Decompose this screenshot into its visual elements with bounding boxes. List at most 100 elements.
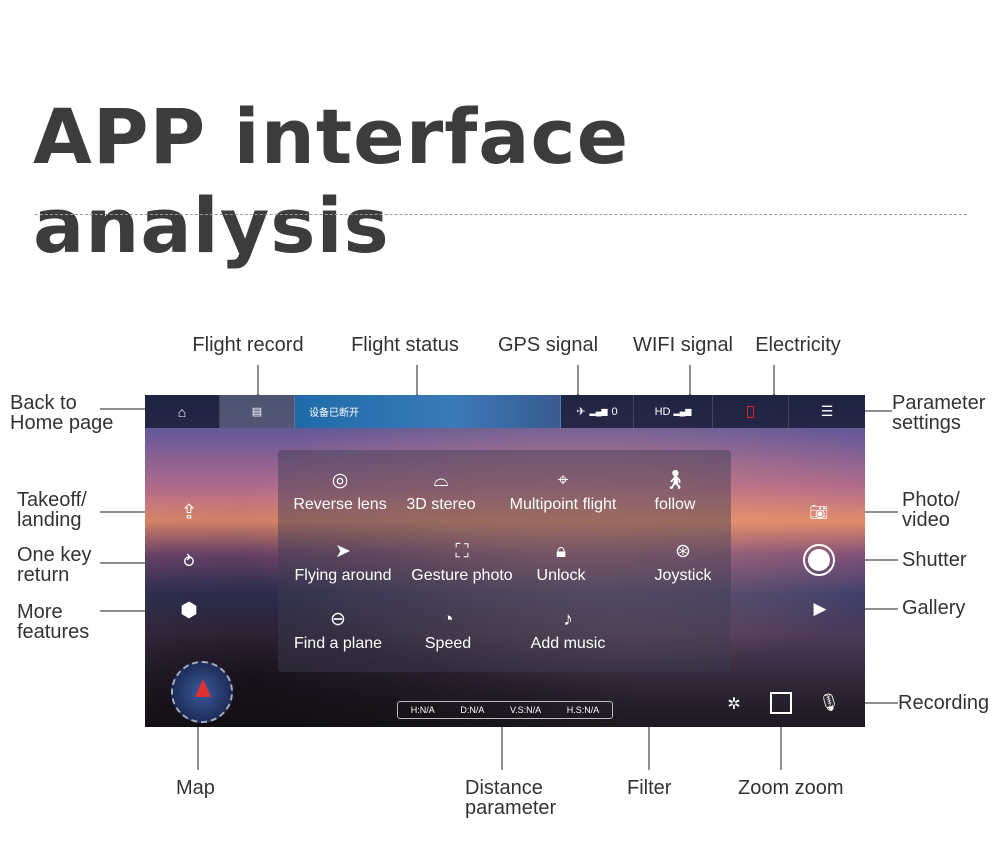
menu-label: Find a plane <box>293 635 383 652</box>
microphone-icon: 🎙︎ <box>818 693 840 712</box>
vertical-speed-value: V.S:N/A <box>509 705 542 715</box>
menu-label: Speed <box>424 635 472 652</box>
label-flight-record: Flight record <box>192 334 304 356</box>
orbit-icon: ➤ <box>335 541 351 562</box>
distance-parameters: H:N/A D:N/A V.S:N/A H.S:N/A <box>397 701 613 719</box>
top-bar: ⌂ ▤ 设备已断开 ✈ ▂▄▆ 0 HD ▂▄▆ ☰ <box>145 395 865 428</box>
label-more-2: features <box>17 621 90 643</box>
gps-count: 0 <box>611 405 618 418</box>
background-photo <box>145 395 865 727</box>
label-filter: Filter <box>627 777 672 799</box>
menu-item-reverse-lens[interactable]: ◎ Reverse lens <box>293 470 386 514</box>
menu-item-3d-stereo[interactable]: ⌓ 3D stereo <box>406 470 475 514</box>
label-more-1: More <box>17 601 63 623</box>
height-value: H:N/A <box>410 705 435 715</box>
label-zoom: Zoom zoom <box>738 777 844 799</box>
menu-item-unlock[interactable]: 🔒︎ Unlock <box>537 541 586 585</box>
photo-video-toggle[interactable]: 📷︎ <box>809 503 828 521</box>
shutter-button[interactable] <box>803 544 835 576</box>
speedometer-icon: ◔ <box>442 609 454 630</box>
menu-item-gesture-photo[interactable]: ⛶ Gesture photo <box>411 541 512 585</box>
battery-icon <box>747 405 754 418</box>
app-screen: ⌂ ▤ 设备已断开 ✈ ▂▄▆ 0 HD ▂▄▆ ☰ ⇪ ⥁ ⬢ ◎ Reverse l… <box>145 395 865 727</box>
label-back-home-2: Home page <box>10 412 114 434</box>
menu-item-multipoint-flight[interactable]: ⌖ Multipoint flight <box>510 470 617 514</box>
menu-label: Multipoint flight <box>509 496 617 513</box>
label-gallery: Gallery <box>902 597 966 619</box>
camera-switch-icon: 📷︎ <box>809 504 829 521</box>
menu-label: Gesture photo <box>411 567 513 584</box>
menu-item-add-music[interactable]: ♪ Add music <box>531 609 606 653</box>
menu-item-find-a-plane[interactable]: ⊖ Find a plane <box>294 609 382 653</box>
joystick-icon: ⊛ <box>675 541 691 562</box>
label-map: Map <box>176 777 215 799</box>
zoom-button[interactable] <box>770 692 792 714</box>
label-wifi-signal: WIFI signal <box>632 334 734 356</box>
flight-record-button[interactable]: ▤ <box>220 395 295 428</box>
divider <box>35 214 967 215</box>
menu-item-speed[interactable]: ◔ Speed <box>425 609 471 653</box>
label-recording: Recording <box>898 692 990 714</box>
list-icon: ☰ <box>820 403 834 419</box>
return-icon: ⥁ <box>183 554 195 571</box>
music-note-icon: ♪ <box>563 609 573 630</box>
filter-button[interactable]: ✲ <box>727 694 740 714</box>
lock-icon: 🔒︎ <box>555 541 567 562</box>
label-photo-1: Photo/ <box>902 489 960 511</box>
waypoint-icon: ⌖ <box>557 470 569 491</box>
label-return-2: return <box>17 564 70 586</box>
label-flight-status: Flight status <box>351 334 459 356</box>
page-title: APP interface analysis <box>33 92 630 270</box>
aircraft-arrow-icon <box>195 679 211 697</box>
status-text: 设备已断开 <box>309 408 359 419</box>
home-icon: ⌂ <box>177 403 187 420</box>
upload-icon: ⇪ <box>180 501 198 524</box>
menu-label: Joystick <box>654 567 712 584</box>
takeoff-landing-button[interactable]: ⇪ <box>181 500 198 525</box>
label-electricity: Electricity <box>755 334 841 356</box>
label-back-home-1: Back to <box>10 392 77 414</box>
record-list-icon: ▤ <box>251 406 263 418</box>
menu-item-joystick[interactable]: ⊛ Joystick <box>655 541 712 585</box>
menu-item-flying-around[interactable]: ➤ Flying around <box>295 541 392 585</box>
vr-glasses-icon: ⌓ <box>433 470 449 491</box>
map-compass[interactable] <box>171 661 233 723</box>
label-takeoff-2: landing <box>17 509 82 531</box>
menu-label: 3D stereo <box>406 496 476 513</box>
flight-status: 设备已断开 <box>295 395 561 428</box>
label-param-1: Parameter <box>892 392 986 414</box>
gps-signal: ✈ ▂▄▆ 0 <box>561 395 634 428</box>
features-menu: ◎ Reverse lens ⌓ 3D stereo ⌖ Multipoint fli… <box>278 450 731 672</box>
label-param-2: settings <box>892 412 961 434</box>
menu-label: Reverse lens <box>293 496 387 513</box>
distance-value: D:N/A <box>460 705 485 715</box>
magic-wand-icon: ✲ <box>727 696 741 713</box>
more-features-button[interactable]: ⬢ <box>180 598 197 623</box>
label-distance-1: Distance <box>465 777 543 799</box>
search-plane-icon: ⊖ <box>330 609 346 630</box>
gallery-play-icon: ▶ <box>813 599 827 618</box>
label-photo-2: video <box>902 509 950 531</box>
label-gps-signal: GPS signal <box>497 334 599 356</box>
menu-label: Unlock <box>536 567 586 584</box>
return-home-button[interactable]: ⥁ <box>184 552 195 572</box>
recording-button[interactable]: 🎙︎ <box>818 693 840 713</box>
menu-item-follow[interactable]: 🚶︎ follow <box>655 470 696 514</box>
signal-bars-icon: ▂▄▆ <box>589 407 608 416</box>
label-takeoff-1: Takeoff/ <box>17 489 87 511</box>
signal-bars-icon: ▂▄▆ <box>673 407 692 416</box>
home-button[interactable]: ⌂ <box>145 395 220 428</box>
label-shutter: Shutter <box>902 549 967 571</box>
parameter-settings-button[interactable]: ☰ <box>789 395 865 428</box>
shutter-icon <box>808 549 830 571</box>
reverse-lens-icon: ◎ <box>331 470 349 491</box>
gallery-button[interactable]: ▶ <box>813 599 826 619</box>
menu-label: Flying around <box>294 567 392 584</box>
label-return-1: One key <box>17 544 92 566</box>
wifi-label: HD <box>654 405 671 418</box>
label-distance-2: parameter <box>465 797 557 819</box>
horizontal-speed-value: H.S:N/A <box>566 705 600 715</box>
walking-person-icon: 🚶︎ <box>662 470 688 491</box>
gesture-icon: ⛶ <box>455 541 469 562</box>
menu-label: follow <box>654 496 696 513</box>
